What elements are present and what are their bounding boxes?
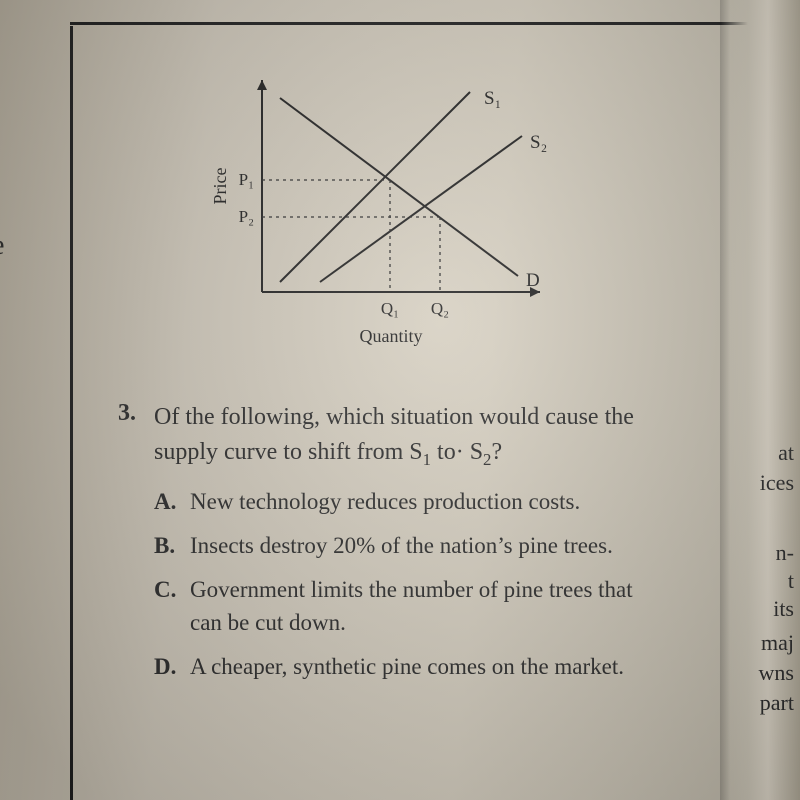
choice-label: C. (154, 574, 190, 606)
chart-svg: Price Quantity D S₁ S₂ P₁ Q₁ P₂ Q₂ (200, 50, 580, 350)
svg-text:Q₁: Q₁ (381, 299, 399, 318)
svg-text:Q₂: Q₂ (431, 299, 449, 318)
bleed-fragment: its (773, 596, 794, 622)
choice-row: D.A cheaper, synthetic pine comes on the… (154, 651, 670, 683)
choice-label: A. (154, 486, 190, 518)
svg-text:S₁: S₁ (484, 88, 501, 109)
top-rule (70, 22, 760, 25)
choice-label: D. (154, 651, 190, 683)
cropped-letter-left: e (0, 230, 4, 262)
question-block: 3. Of the following, which situation wou… (90, 400, 670, 695)
svg-text:P₁: P₁ (239, 170, 254, 189)
svg-text:D: D (526, 270, 540, 291)
choice-label: B. (154, 530, 190, 562)
left-margin-rule (70, 26, 73, 800)
bleed-fragment: ices (760, 470, 794, 496)
supply-demand-chart: Price Quantity D S₁ S₂ P₁ Q₁ P₂ Q₂ (200, 50, 580, 370)
choice-text: A cheaper, synthetic pine comes on the m… (190, 651, 670, 683)
choice-row: B.Insects destroy 20% of the nation’s pi… (154, 530, 670, 562)
page-root: e Price Quantity D S₁ S₂ P₁ Q₁ P₂ Q₂ 3. Of the f… (0, 0, 800, 800)
choice-text: New technology reduces production costs. (190, 486, 670, 518)
bleed-fragment: part (760, 690, 794, 716)
adjacent-page-bleed: at ices n-tits maj wns part (720, 0, 800, 800)
question-number: 3. (90, 400, 154, 427)
bleed-fragment: n- (776, 540, 794, 566)
choice-text: Government limits the number of pine tre… (190, 574, 670, 638)
svg-text:P₂: P₂ (239, 207, 254, 226)
bleed-fragment: maj (761, 630, 794, 656)
question-stem: Of the following, which situation would … (154, 400, 670, 472)
bleed-fragment: t (788, 568, 794, 594)
choice-list: A.New technology reduces production cost… (154, 486, 670, 683)
choice-row: A.New technology reduces production cost… (154, 486, 670, 518)
bleed-fragment: at (778, 440, 794, 466)
svg-text:Price: Price (210, 167, 230, 204)
svg-text:Quantity: Quantity (360, 326, 423, 346)
choice-row: C.Government limits the number of pine t… (154, 574, 670, 638)
choice-text: Insects destroy 20% of the nation’s pine… (190, 530, 670, 562)
svg-text:S₂: S₂ (530, 132, 547, 153)
bleed-fragment: wns (759, 660, 794, 686)
